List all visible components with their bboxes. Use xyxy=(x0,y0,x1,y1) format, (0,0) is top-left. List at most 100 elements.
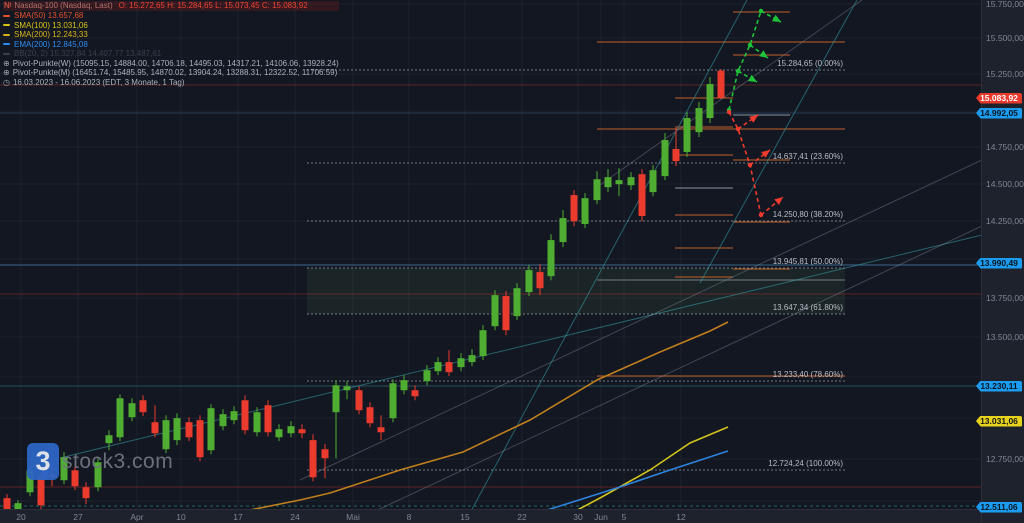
fib-zone xyxy=(307,268,845,314)
symbol-name: Nasdaq-100 (Nasdaq, Last) xyxy=(14,1,113,11)
price-tick-label: 15.750,00 xyxy=(986,0,1024,9)
pivot-values: Pivot-Punkte(M) (16451.74, 15485.95, 148… xyxy=(12,68,338,77)
bull-scenario-arrow-head xyxy=(748,74,757,82)
candle xyxy=(423,365,431,386)
candle xyxy=(321,444,329,479)
candle xyxy=(445,350,453,377)
candle xyxy=(287,421,295,438)
indicator-label: SMA(200) 12.243,33 xyxy=(14,30,88,39)
time-tick-label: 10 xyxy=(176,512,186,522)
time-tick-label: 30 xyxy=(573,512,583,522)
indicator-label: SMA(100) 13.031,06 xyxy=(14,20,88,30)
bear-scenario-arrow-node xyxy=(726,109,732,115)
time-tick-label: 12 xyxy=(676,512,686,522)
bear-scenario-arrow xyxy=(728,111,762,216)
indicator-label: BB(20, 2) 15.327,84 14.407,77 13.487,61 xyxy=(14,49,162,58)
indicator-row-ema-200-[interactable]: EMA(200) 12.845,08 xyxy=(3,40,339,50)
fib-level-label: 14.250,80 (38.20%) xyxy=(772,210,843,219)
price-label-custom: 13.031,06 xyxy=(976,415,1022,427)
price-axis[interactable]: 15.750,00 15.500,00 15.250,00 14.750,00 14.5… xyxy=(976,0,1024,523)
candle xyxy=(559,210,567,248)
bear-scenario-arrow-head xyxy=(774,197,783,205)
sma50-line xyxy=(250,321,729,509)
trendline-gray xyxy=(596,0,863,188)
candle xyxy=(298,424,306,439)
bull-scenario-arrow-branch xyxy=(760,10,782,23)
candle xyxy=(536,264,544,296)
candle xyxy=(661,133,669,181)
candle xyxy=(14,500,22,509)
stock3-logo-icon: 3 xyxy=(27,443,59,480)
indicator-row-sma-200-[interactable]: SMA(200) 12.243,33 xyxy=(3,30,339,40)
time-axis[interactable]: 20 27 Apr 10 17 24 Mai 8 15 22 30 Jun 5 12 xyxy=(0,509,982,523)
ema200-line xyxy=(547,450,729,509)
candle xyxy=(513,283,521,321)
pivot-icon: ⊕ xyxy=(3,58,10,68)
trendline-teal xyxy=(699,0,858,284)
time-tick-label: 15 xyxy=(460,512,470,522)
candle xyxy=(94,458,102,492)
time-tick-label: 5 xyxy=(621,512,627,522)
pivot-indicator-row[interactable]: ⊕ Pivot-Punkte(M) (16451.74, 15485.95, 14… xyxy=(3,68,339,78)
candle xyxy=(502,291,510,336)
price-tick-label: 14.250,00 xyxy=(986,216,1024,226)
candle xyxy=(253,407,261,437)
time-tick-label: 27 xyxy=(73,512,83,522)
bull-scenario-arrow-head xyxy=(759,50,768,58)
fib-level-label: 13.945,81 (50.00%) xyxy=(772,257,843,266)
candle xyxy=(162,415,170,454)
indicator-color-dash xyxy=(3,52,10,55)
trendline-gray xyxy=(299,159,982,481)
pivot-icon: ⊕ xyxy=(3,68,10,77)
clock-icon: ◷ xyxy=(3,77,10,87)
indicator-color-dash xyxy=(3,43,10,46)
candle xyxy=(275,424,283,442)
price-label-custom: 15.083,92 xyxy=(976,92,1022,104)
chart-legend: Nʲ Nasdaq-100 (Nasdaq, Last) O: 15.272,6… xyxy=(3,1,339,87)
candle xyxy=(547,234,555,281)
chart-canvas[interactable] xyxy=(0,0,982,509)
indicator-color-dash xyxy=(3,14,10,17)
time-tick-label: 8 xyxy=(406,512,412,522)
candle xyxy=(116,394,124,442)
candle xyxy=(173,413,181,446)
date-range-row[interactable]: ◷ 16.03.2023 - 16.06.2023 (EDT, 3 Monate… xyxy=(3,78,339,88)
price-tick-label: 13.750,00 xyxy=(986,293,1024,303)
candle xyxy=(434,357,442,376)
price-label-custom: 13.990,49 xyxy=(976,257,1022,269)
fib-level-label: 13.647,34 (61.80%) xyxy=(772,303,843,312)
bull-scenario-arrow-branch xyxy=(737,70,758,83)
indicator-row-sma-100-[interactable]: SMA(100) 13.031,06 xyxy=(3,21,339,31)
date-range-text: 16.03.2023 - 16.06.2023 (EDT, 3 Monate, … xyxy=(12,77,185,87)
indicator-color-dash xyxy=(3,33,10,36)
candle xyxy=(627,172,635,191)
chart-plot-area[interactable]: 3 stock3.com Nʲ Nasdaq-100 (Nasdaq, Last… xyxy=(0,0,982,509)
candle xyxy=(615,168,623,197)
bull-scenario-arrow-branch xyxy=(749,44,769,59)
candle xyxy=(672,128,680,167)
candle xyxy=(139,395,147,417)
time-tick-label: 17 xyxy=(233,512,243,522)
candle xyxy=(683,112,691,157)
indicator-row-sma-50-[interactable]: SMA(50) 13.657,68 xyxy=(3,11,339,21)
trendline-gray xyxy=(378,225,982,509)
fib-level-label: 14.637,41 (23.60%) xyxy=(772,152,843,161)
candle xyxy=(525,265,533,297)
candle xyxy=(3,494,11,509)
indicator-row-bb-20-2-[interactable]: BB(20, 2) 15.327,84 14.407,77 13.487,61 xyxy=(3,49,339,59)
indicator-color-dash xyxy=(3,24,10,27)
pivot-indicator-row[interactable]: ⊕ Pivot-Punkte(W) (15095.15, 14884.00, 14… xyxy=(3,59,339,69)
symbol-ohlc-values: O: 15.272,65 H: 15.284,65 L: 15.073,45 C… xyxy=(118,1,308,11)
time-tick-label: 20 xyxy=(16,512,26,522)
watermark: 3 stock3.com xyxy=(27,443,173,480)
price-label-custom: 12.511,06 xyxy=(976,501,1022,513)
candle xyxy=(196,415,204,462)
pivot-values: Pivot-Punkte(W) (15095.15, 14884.00, 147… xyxy=(12,58,339,68)
candle xyxy=(366,402,374,428)
candle xyxy=(593,171,601,205)
candle xyxy=(128,398,136,422)
candle xyxy=(717,69,725,100)
sma100-line xyxy=(577,426,729,509)
symbol-title-row[interactable]: Nʲ Nasdaq-100 (Nasdaq, Last) O: 15.272,6… xyxy=(3,1,339,11)
price-tick-label: 12.750,00 xyxy=(986,454,1024,464)
